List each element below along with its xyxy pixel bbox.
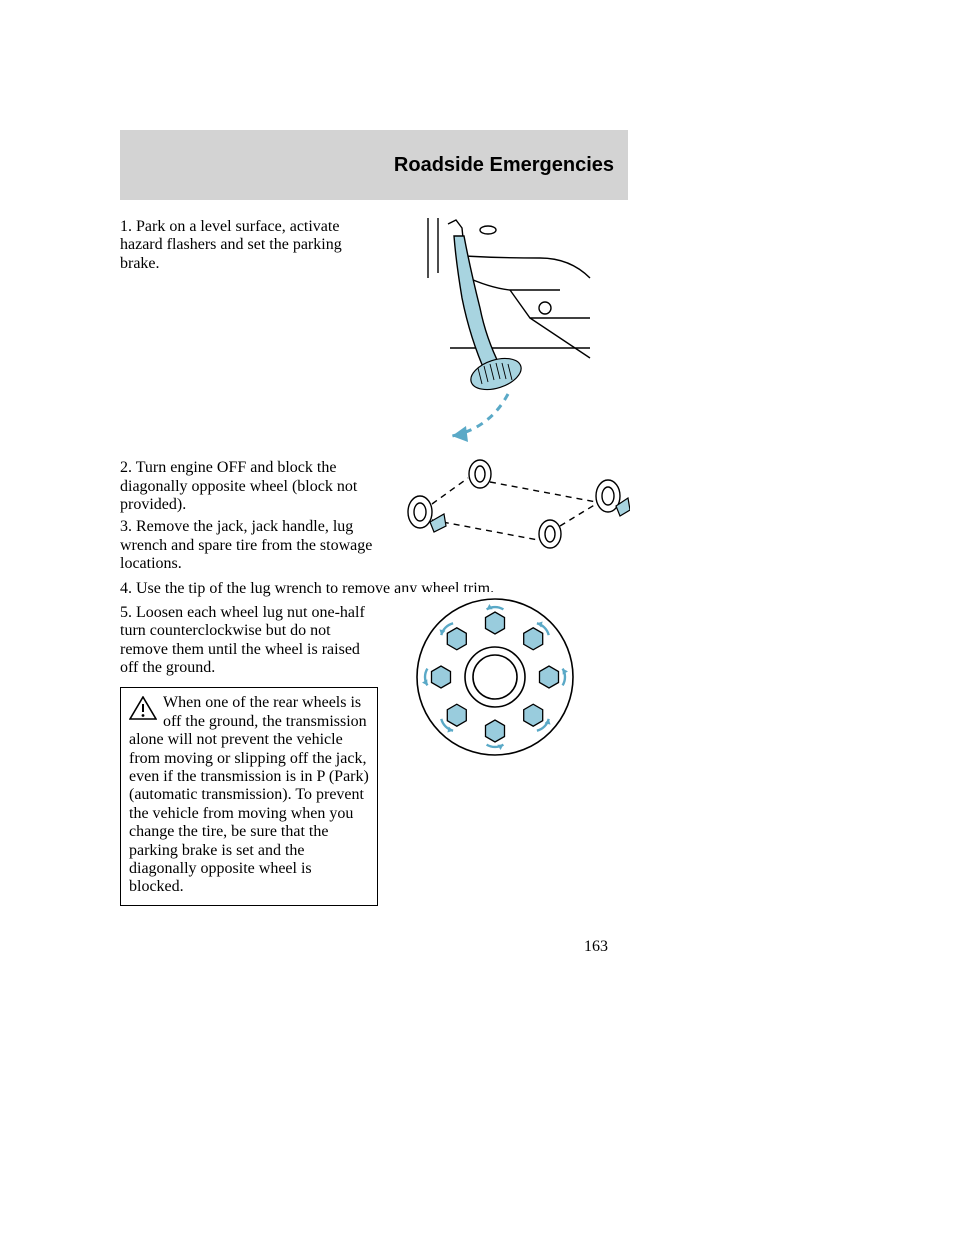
page-number: 163 <box>584 938 608 956</box>
step-3-text: 3. Remove the jack, jack handle, lug wre… <box>120 518 380 573</box>
warning-box: When one of the rear wheels is off the g… <box>120 687 378 905</box>
illustration-wheel-block <box>390 452 630 552</box>
illustration-parking-brake <box>390 218 630 446</box>
step-2-text: 2. Turn engine OFF and block the diagona… <box>120 459 380 514</box>
page-title: Roadside Emergencies <box>394 154 614 177</box>
page-header: Roadside Emergencies <box>120 130 628 200</box>
warning-text: When one of the rear wheels is off the g… <box>129 694 369 895</box>
step-1-text: 1. Park on a level surface, activate haz… <box>120 218 375 273</box>
illustration-lug-pattern <box>400 592 590 762</box>
step-5-text: 5. Loosen each wheel lug nut one-half tu… <box>120 604 378 678</box>
warning-triangle-icon <box>129 696 157 725</box>
